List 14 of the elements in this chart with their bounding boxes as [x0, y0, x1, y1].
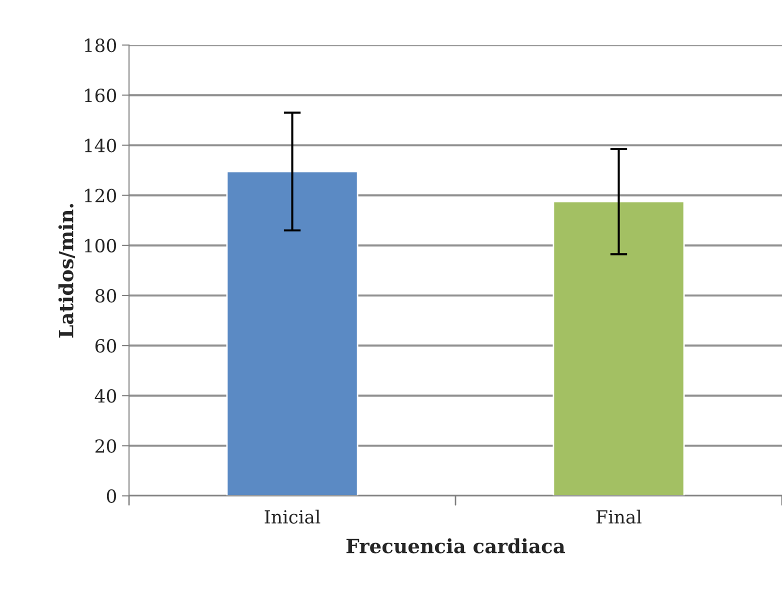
- y-tick-label: 80: [95, 288, 116, 303]
- y-tick-label: 20: [95, 439, 116, 453]
- x-axis-title: Frecuencia cardiaca: [346, 538, 565, 554]
- y-tick-label: 100: [84, 238, 116, 253]
- x-tick-label: Final: [596, 510, 642, 524]
- y-tick-label: 180: [84, 38, 116, 52]
- x-tick-label: Inicial: [264, 510, 320, 524]
- y-tick-label: 120: [84, 188, 116, 202]
- y-tick-label: 160: [84, 88, 116, 102]
- y-tick-label: 60: [95, 339, 116, 353]
- y-tick-label: 0: [106, 489, 116, 503]
- y-tick-label: 40: [94, 389, 116, 403]
- y-axis-title: Latidos/min.: [58, 204, 75, 338]
- y-tick-label: 140: [84, 138, 116, 152]
